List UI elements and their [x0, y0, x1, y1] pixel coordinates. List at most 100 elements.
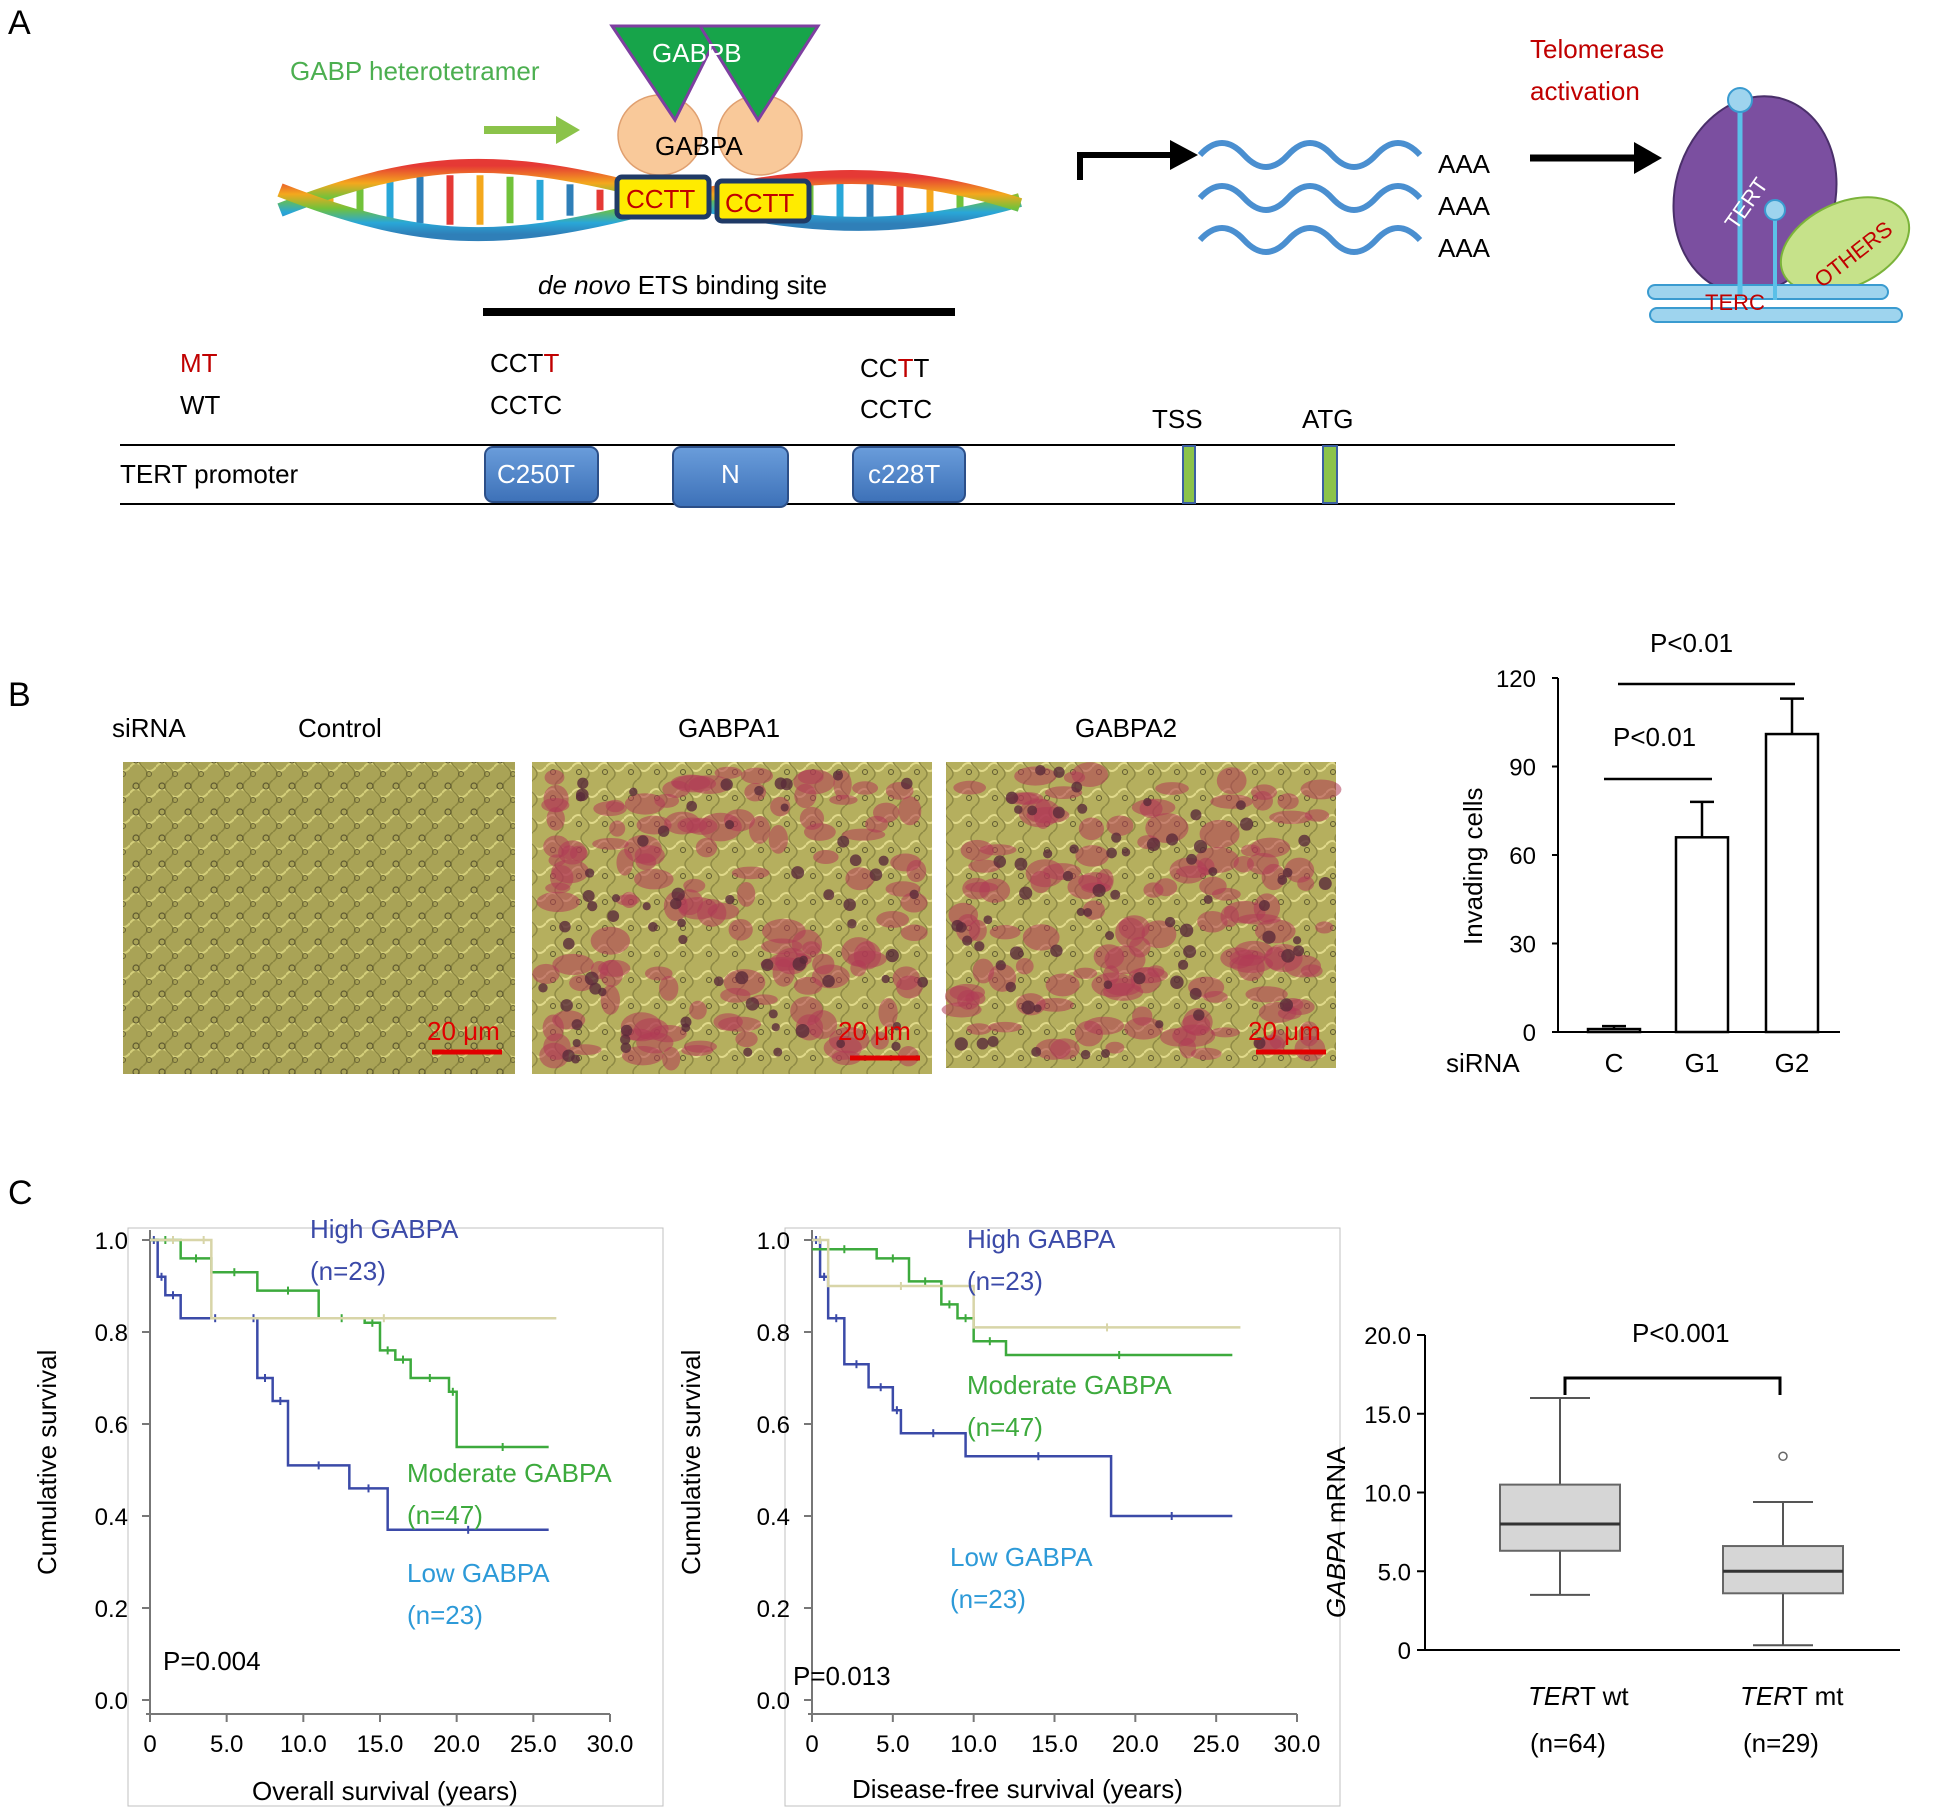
gabpa2-cell — [1293, 945, 1305, 957]
c250t-box — [484, 446, 599, 503]
cctt-box-right — [714, 178, 812, 224]
box-ytick-label: 10.0 — [1364, 1481, 1411, 1508]
gabpa1-cell — [822, 974, 835, 988]
gabpa1-cell — [795, 1024, 810, 1038]
mt-label: MT — [180, 348, 218, 378]
c228t-mt-sequence: CCTT — [860, 353, 929, 383]
gabpa2-stain — [955, 913, 981, 943]
gabpa1-cell — [754, 785, 764, 796]
tss-marker — [1182, 445, 1196, 504]
gabpa2-cell — [1100, 1048, 1111, 1058]
km-os-p-value: P=0.004 — [163, 1646, 261, 1676]
km-xtick-label: 5.0 — [876, 1731, 909, 1758]
gabpa1-cell — [681, 1023, 691, 1033]
gabpa2-stain — [1045, 973, 1080, 997]
gabpa2-cell — [1298, 834, 1311, 847]
km-ytick-label: 0.4 — [95, 1504, 128, 1531]
box-ytick-label: 20.0 — [1364, 1323, 1411, 1350]
gabpa2-stain — [1190, 1047, 1222, 1060]
gabpa1-stain — [590, 926, 631, 955]
km-dfs-low-label: Low GABPA — [950, 1542, 1093, 1572]
gabpa2-cell — [1062, 870, 1074, 882]
gabpa2-cell — [1121, 848, 1131, 857]
km-xtick-label: 30.0 — [587, 1731, 634, 1758]
gabpa1-cell — [587, 901, 598, 912]
gabpa1-cell — [575, 791, 586, 802]
bar-ylabel: Invading cells — [1458, 787, 1488, 945]
km-os-low-n: (n=23) — [407, 1600, 483, 1630]
gabpa1-stain — [539, 1042, 569, 1069]
gabpa1-cell — [560, 999, 573, 1012]
gabpa1-cell — [720, 778, 733, 791]
km-dfs-high-n: (n=23) — [967, 1266, 1043, 1296]
box-outlier — [1778, 1451, 1788, 1462]
gabpa2-cell — [995, 960, 1006, 971]
gabpa2-cell — [954, 1037, 968, 1051]
km-curve — [150, 1238, 557, 1320]
panel-c: C 0.0 0.2 0.4 0.6 0.8 1.0 0 5.0 10.0 15.0 20.0 25.0… — [8, 1174, 1900, 1807]
gabpa2-stain — [1013, 792, 1044, 805]
gabpa1-cell — [901, 777, 913, 790]
gabpa2-cell — [1077, 803, 1088, 814]
gabpa2-stain — [1237, 913, 1281, 925]
km-xtick-label: 25.0 — [1193, 1731, 1240, 1758]
gabpa2-stain — [1124, 1017, 1164, 1040]
gabpa1-cell — [909, 889, 919, 900]
green-arrow-icon — [484, 116, 580, 144]
gabpa2-stain — [1229, 954, 1274, 973]
gabpa1-cell — [832, 770, 844, 781]
gabpa1-stain — [699, 812, 742, 842]
gabpa1-cell — [869, 868, 883, 881]
bar-G2 — [1764, 732, 1820, 1034]
gabpa2-cell — [1292, 936, 1302, 945]
gabpa2-stain — [1300, 779, 1342, 800]
gabpa2-stain — [1199, 876, 1227, 896]
gabpa1-stain — [823, 1035, 862, 1060]
sirna-label: siRNA — [112, 713, 186, 743]
gabpa2-stain — [1210, 1027, 1241, 1038]
gabpa2-stain — [1035, 1038, 1071, 1060]
gabpa2-stain — [1269, 810, 1313, 825]
gabpa2-cell — [1236, 800, 1246, 811]
gabpa1-cell — [761, 958, 774, 972]
p-value-2: P<0.01 — [1650, 628, 1733, 658]
gabpa2-stain — [1216, 767, 1247, 795]
tss-label: TSS — [1152, 404, 1203, 434]
gabpa2-stain — [988, 1021, 1022, 1033]
gabpa2-cell — [1189, 987, 1202, 1000]
scalebar-label-gabpa1: 20 μm — [838, 1016, 911, 1046]
gabpa2-stain — [1240, 844, 1261, 857]
gabpa1-cell — [629, 787, 638, 796]
gabpa1-cell — [849, 854, 862, 867]
gabpa2-cell — [1239, 817, 1254, 831]
gabpa2-stain — [1147, 965, 1165, 978]
gabpa2-cell — [976, 1037, 989, 1050]
gabpa1-stain — [544, 769, 565, 785]
gabpa2-stain — [1197, 910, 1228, 933]
gabpa2-stain — [1315, 921, 1334, 934]
gabpa1-stain — [695, 837, 718, 858]
km-os-high-n: (n=23) — [310, 1256, 386, 1286]
binding-site-label: de novo ETS binding site — [538, 270, 827, 300]
km-os-low-label: Low GABPA — [407, 1558, 550, 1588]
gabpa2-stain — [1128, 936, 1151, 958]
km-ytick-label: 0.6 — [95, 1412, 128, 1439]
gabpa2-cell — [1253, 1037, 1266, 1050]
km-ytick-label: 0.8 — [757, 1320, 790, 1347]
gabpa2-cell — [1203, 894, 1213, 904]
gabpa2-cell — [1193, 1009, 1205, 1021]
gabpa2-stain — [1145, 813, 1189, 843]
gabpa1-cell — [724, 820, 735, 830]
gabpa1-cell — [686, 800, 697, 812]
gabpa2-cell — [1043, 849, 1053, 859]
gabpa1-stain — [552, 953, 594, 975]
heterotetramer-label: GABP heterotetramer — [290, 56, 540, 86]
gabpa1-cell — [771, 1023, 780, 1032]
gabpa1-stain — [536, 891, 580, 913]
gabpa2-cell — [1111, 832, 1122, 843]
gabpa1-stain — [718, 1016, 762, 1032]
micrograph-gabpa1 — [532, 762, 932, 1074]
gabpa1-cell — [620, 1024, 633, 1037]
gabpa1-stain — [683, 878, 706, 893]
